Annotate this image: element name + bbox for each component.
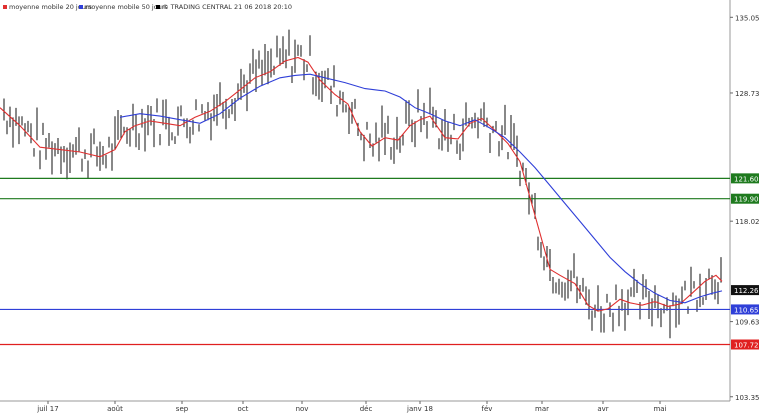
legend-label-ma50: moyenne mobile 50 jours (85, 3, 168, 11)
price-bars (3, 29, 722, 339)
y-tick-label: 103.355 (735, 394, 760, 402)
legend-label-ma20: moyenne mobile 20 jours (9, 3, 92, 11)
last-price-label: 112.265 (734, 287, 760, 295)
level-label-bg-1 (731, 193, 759, 204)
legend-copyright: © TRADING CENTRAL 21 06 2018 20:10 (162, 3, 292, 11)
level-labels: 121.600 119.900 110.650 107.720 112.265 (731, 173, 760, 350)
legend-swatch-black (156, 5, 160, 9)
level-label-bg-3 (731, 339, 759, 350)
x-tick-label: déc (360, 405, 373, 413)
x-tick-label: fév (482, 405, 493, 413)
x-tick-label: avr (597, 405, 608, 413)
horizontal-levels (0, 177, 730, 346)
level-label-bg-0 (731, 173, 759, 184)
moving-averages (0, 56, 723, 312)
x-tick-label: sep (176, 405, 189, 413)
level-label-bg-2 (731, 304, 759, 315)
legend-swatch-red (3, 5, 7, 9)
x-tick-label: janv 18 (406, 405, 433, 413)
y-tick-label: 135.055 (735, 14, 760, 22)
y-tick-label: 118.022 (735, 218, 760, 226)
last-price-bg (731, 285, 759, 296)
level-label-3: 107.720 (734, 342, 760, 350)
legend-swatch-blue (79, 5, 83, 9)
y-tick-label: 128.733 (735, 90, 760, 98)
level-label-2: 110.650 (734, 306, 760, 314)
level-label-0: 121.600 (734, 175, 760, 183)
x-tick-label: mar (535, 405, 549, 413)
x-tick-label: mai (653, 405, 666, 413)
x-tick-label: oct (238, 405, 249, 413)
x-tick-label: juil 17 (36, 405, 58, 413)
legend: moyenne mobile 20 jours moyenne mobile 5… (3, 3, 292, 11)
level-label-1: 119.900 (734, 196, 760, 204)
y-axis-ticks: 135.055 128.733 118.022 109.633 103.355 (730, 14, 760, 402)
x-axis-ticks: juil 17 août sep oct nov déc janv 18 fév mar avr m… (36, 401, 667, 413)
series-line-0 (0, 56, 723, 312)
x-tick-label: nov (296, 405, 309, 413)
x-tick-label: août (107, 405, 123, 413)
series-line-1 (119, 73, 723, 304)
y-tick-label: 109.633 (735, 319, 760, 327)
